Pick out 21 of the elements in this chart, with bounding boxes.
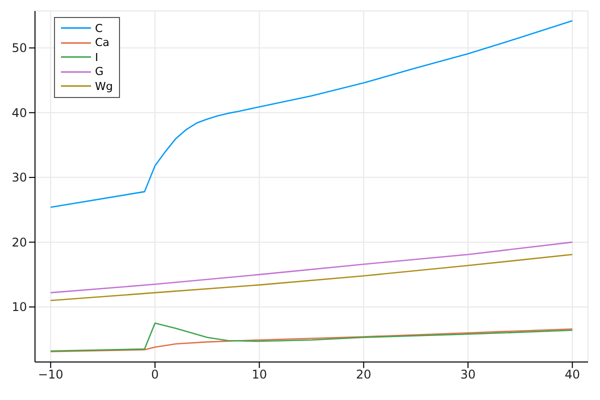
- legend-label: I: [95, 50, 98, 64]
- x-tick-label: 20: [356, 368, 372, 382]
- x-tick-label: 40: [564, 368, 580, 382]
- y-tick-label: 50: [12, 41, 27, 56]
- y-tick-label: 30: [12, 170, 27, 185]
- x-tick-label: −10: [38, 368, 64, 382]
- x-tick-label: 10: [252, 368, 267, 382]
- y-tick-label: 20: [12, 235, 27, 250]
- y-tick-label: 10: [12, 300, 27, 314]
- line-series: [50, 254, 573, 302]
- x-tick-label: 0: [151, 368, 159, 382]
- line-series: [50, 322, 573, 352]
- line-series: [50, 328, 573, 352]
- y-tick-label: 40: [12, 106, 27, 120]
- legend-label: C: [95, 22, 103, 35]
- x-tick-label: 30: [460, 368, 476, 382]
- line-series: [50, 242, 573, 294]
- line-series: [50, 20, 573, 208]
- legend-label: Wg: [95, 80, 113, 93]
- legend-label: Ca: [95, 36, 110, 50]
- legend-label: G: [95, 65, 104, 78]
